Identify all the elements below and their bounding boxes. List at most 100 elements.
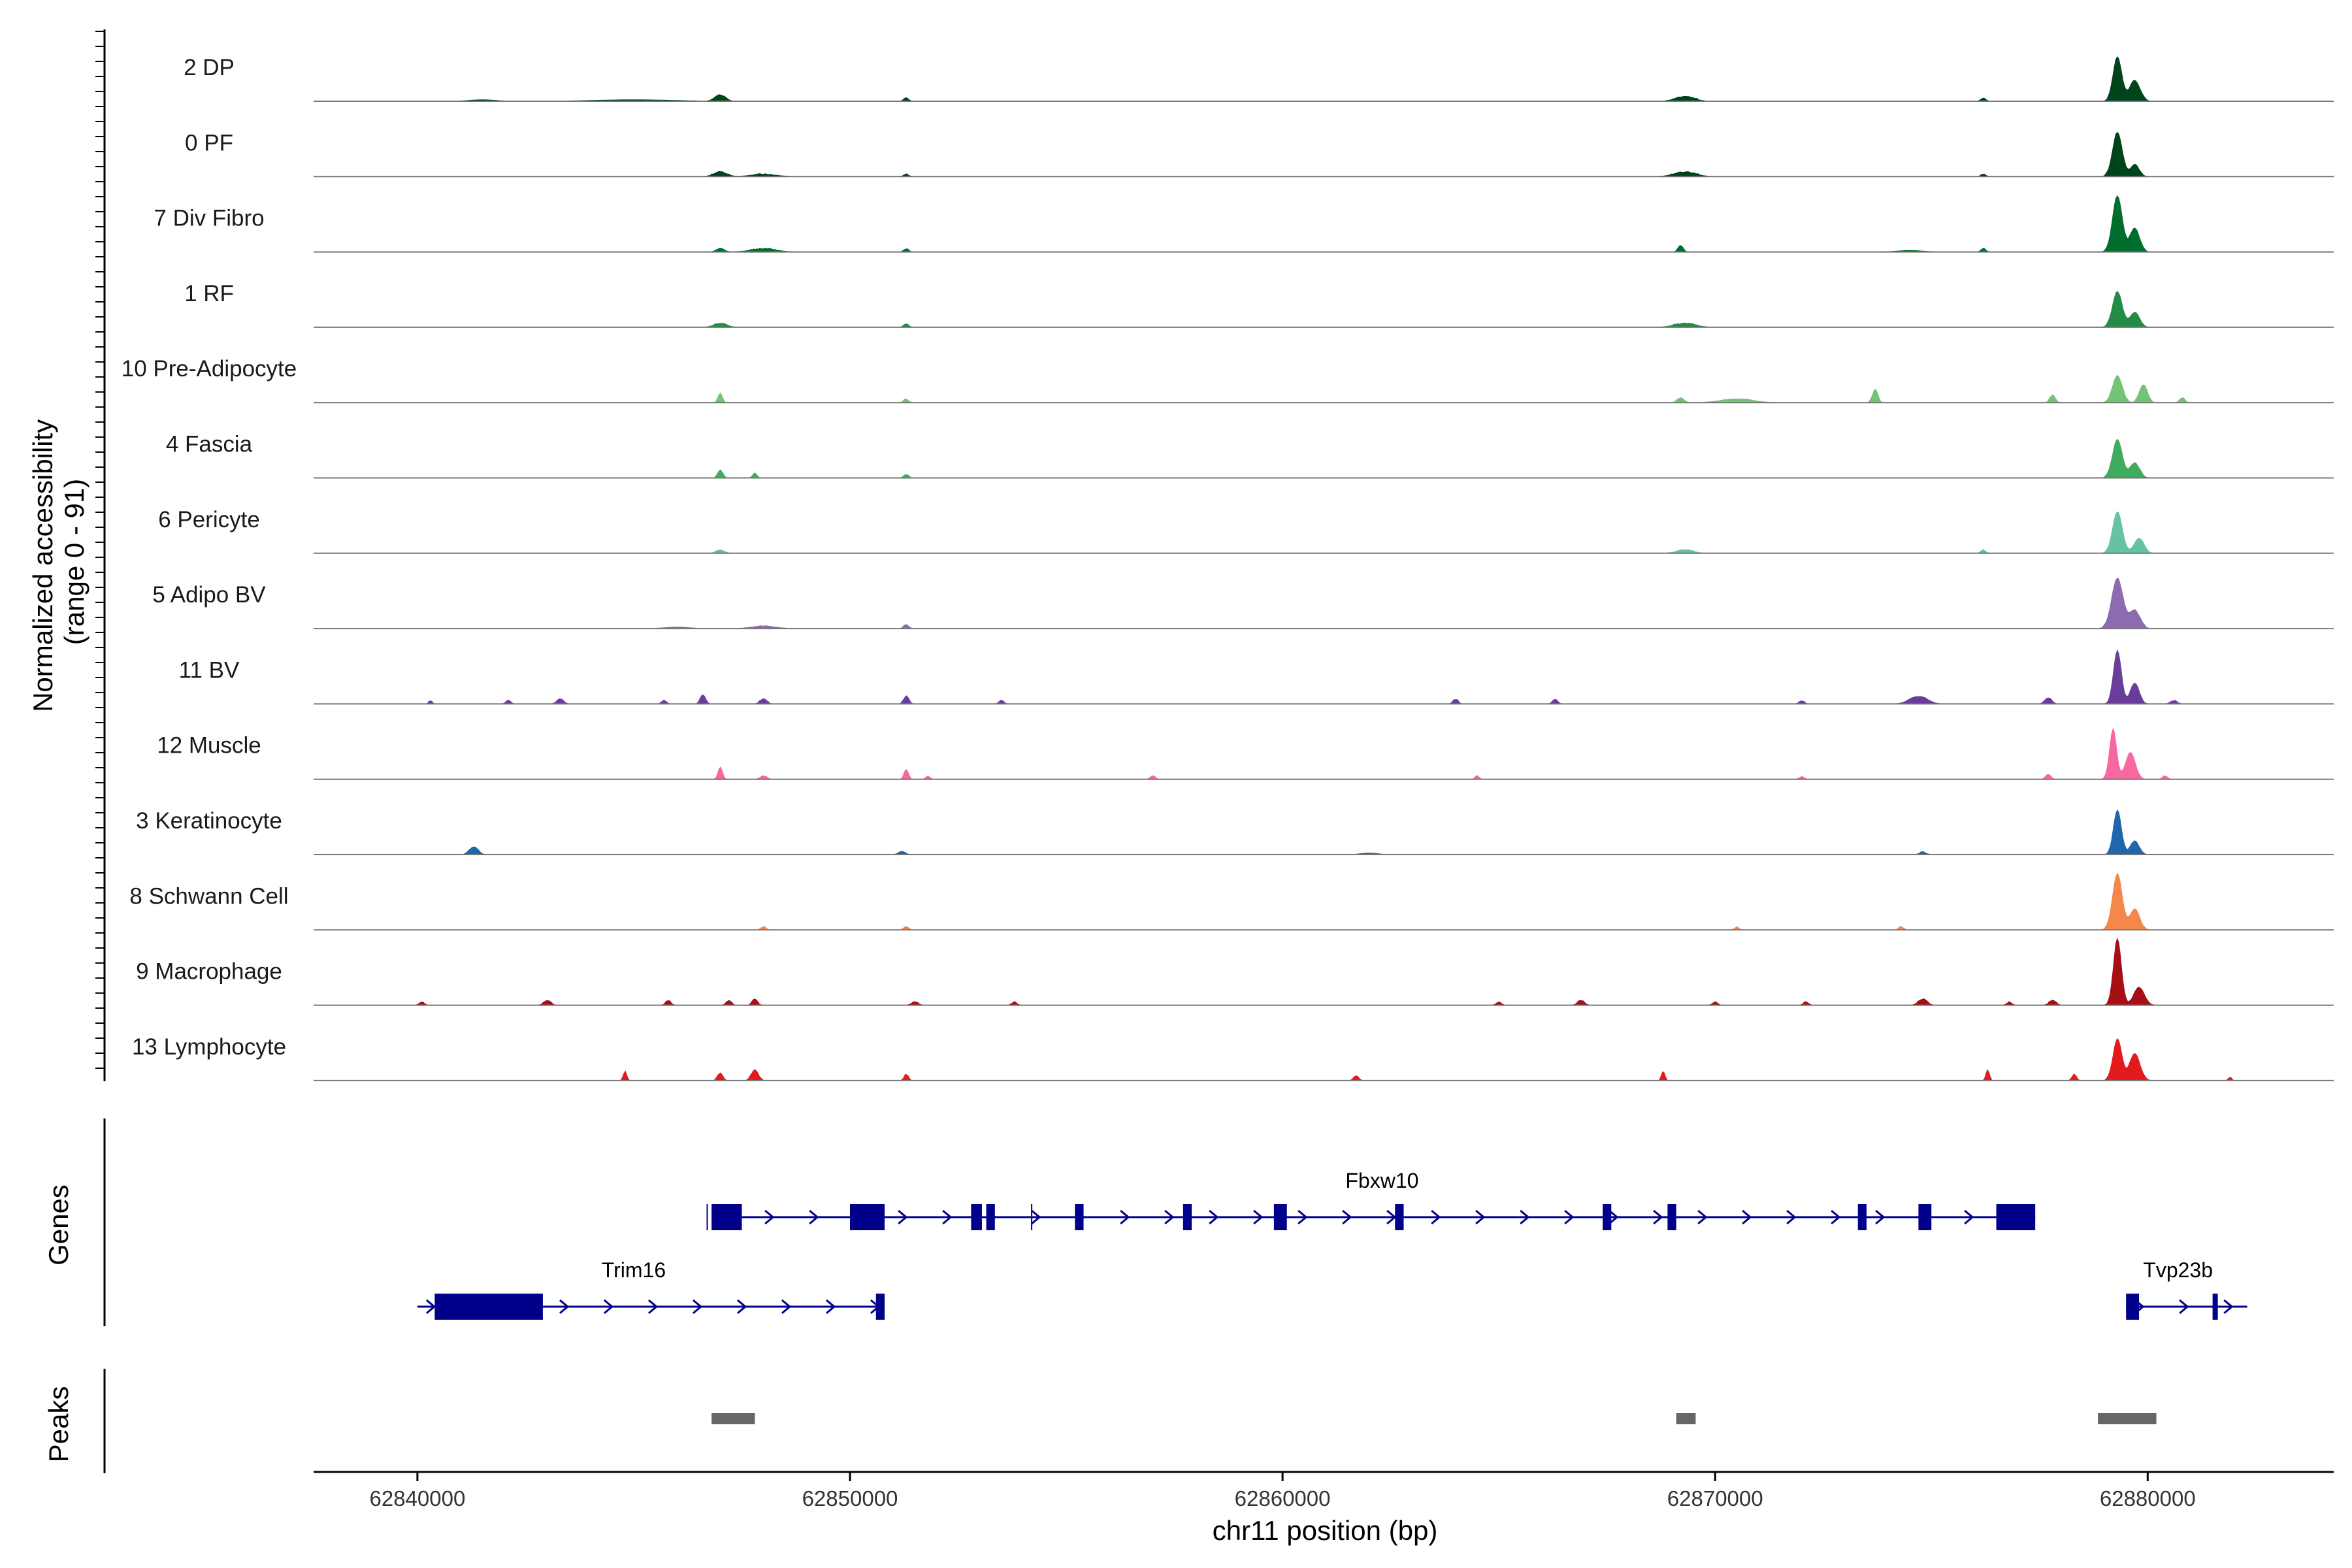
coverage-tracks: 2 DP 0 PF 7 Div Fibro 1 RF 10 Pre-Adipocyte 4…: [122, 55, 2334, 1081]
strand-chevron: [1475, 1209, 1486, 1225]
track-area: [314, 728, 2334, 780]
y-axis-title: Normalized accessibility (range 0 - 91): [27, 412, 90, 712]
strand-chevron: [425, 1299, 436, 1315]
gene-exon: [875, 1294, 885, 1320]
genes-label: Genes: [43, 1184, 74, 1266]
peak-region: [711, 1413, 755, 1424]
gene-label: Tvp23b: [2143, 1258, 2213, 1282]
gene-exon: [1183, 1204, 1192, 1230]
track-label: 13 Lymphocyte: [132, 1034, 286, 1060]
track-13: 9 Macrophage: [136, 938, 2334, 1006]
strand-chevron: [736, 1299, 747, 1315]
gene-exon: [971, 1204, 982, 1230]
strand-chevron: [1120, 1209, 1130, 1225]
strand-chevron: [1520, 1209, 1530, 1225]
strand-chevron: [1742, 1209, 1752, 1225]
track-2: 0 PF: [185, 130, 2334, 178]
coverage-y-axis: [95, 29, 106, 1081]
gene-exon: [1918, 1204, 1932, 1230]
gene-exon: [1075, 1204, 1084, 1230]
strand-chevron: [1697, 1209, 1708, 1225]
track-area: [314, 374, 2334, 403]
track-1: 2 DP: [184, 55, 2334, 102]
gene-exon: [1395, 1204, 1404, 1230]
strand-chevron: [1786, 1209, 1797, 1225]
track-12: 8 Schwann Cell: [129, 872, 2334, 931]
y-axis-title-line2: (range 0 - 91): [59, 479, 90, 645]
strand-chevron: [2223, 1299, 2234, 1315]
gene-label: Trim16: [602, 1258, 666, 1282]
peaks-panel: [103, 1369, 2157, 1473]
gene-exon: [850, 1204, 885, 1230]
track-label: 0 PF: [185, 130, 233, 155]
strand-chevron: [1653, 1209, 1663, 1225]
track-label: 12 Muscle: [157, 733, 261, 759]
x-tick-label: 62870000: [1667, 1486, 1763, 1511]
track-6: 4 Fascia: [166, 432, 2334, 479]
x-axis: 62840000 62850000 62860000 62870000 62880000: [314, 1471, 2334, 1511]
peak-region: [1676, 1413, 1696, 1424]
gene-exon: [2212, 1294, 2218, 1320]
strand-chevron: [1386, 1209, 1397, 1225]
x-tick-label: 62860000: [1235, 1486, 1331, 1511]
strand-chevron: [1831, 1209, 1841, 1225]
gene-exon: [1667, 1204, 1676, 1230]
strand-chevron: [764, 1209, 775, 1225]
y-axis-title-line1: Normalized accessibility: [27, 419, 58, 712]
gene-exon: [711, 1204, 742, 1230]
strand-chevron: [781, 1299, 792, 1315]
strand-chevron: [559, 1299, 570, 1315]
track-area: [314, 578, 2334, 629]
strand-chevron: [692, 1299, 703, 1315]
track-10: 12 Muscle: [157, 728, 2334, 780]
track-label: 3 Keratinocyte: [136, 808, 282, 834]
track-label: 6 Pericyte: [158, 507, 260, 532]
strand-chevron: [1164, 1209, 1175, 1225]
x-tick-label: 62880000: [2100, 1486, 2196, 1511]
track-area: [314, 131, 2334, 177]
strand-chevron: [1609, 1209, 1619, 1225]
strand-chevron: [942, 1209, 953, 1225]
track-area: [314, 195, 2334, 253]
track-label: 4 Fascia: [166, 432, 253, 457]
track-9: 11 BV: [179, 649, 2334, 705]
track-label: 8 Schwann Cell: [129, 883, 288, 909]
gene-exon: [2126, 1294, 2140, 1320]
genes-panel: Fbxw10 Trim16 Tvp23b: [103, 1119, 2247, 1326]
track-area: [314, 56, 2334, 102]
gene-trim16: Trim16: [417, 1258, 885, 1320]
track-label: 7 Div Fibro: [154, 206, 264, 231]
strand-chevron: [1031, 1209, 1041, 1225]
track-8: 5 Adipo BV: [152, 578, 2334, 630]
gene-exon: [1273, 1204, 1287, 1230]
strand-chevron: [1253, 1209, 1264, 1225]
strand-chevron: [1431, 1209, 1441, 1225]
track-3: 7 Div Fibro: [154, 195, 2334, 253]
strand-chevron: [1209, 1209, 1219, 1225]
strand-chevron: [1342, 1209, 1352, 1225]
strand-chevron: [647, 1299, 659, 1315]
gene-exon: [1996, 1204, 2036, 1230]
gene-exon: [1857, 1204, 1867, 1230]
gene-label: Fbxw10: [1345, 1169, 1418, 1192]
track-label: 2 DP: [184, 55, 235, 80]
x-axis-title: chr11 position (bp): [1213, 1515, 1438, 1546]
x-tick-label: 62850000: [802, 1486, 898, 1511]
track-label: 9 Macrophage: [136, 959, 282, 985]
track-area: [314, 649, 2334, 704]
track-label: 1 RF: [184, 281, 234, 306]
strand-chevron: [1964, 1209, 1974, 1225]
strand-chevron: [809, 1209, 819, 1225]
track-5: 10 Pre-Adipocyte: [122, 356, 2334, 404]
gene-exon: [434, 1294, 543, 1320]
peaks-label: Peaks: [43, 1386, 74, 1463]
strand-chevron: [898, 1209, 908, 1225]
track-area: [314, 872, 2334, 930]
strand-chevron: [1298, 1209, 1308, 1225]
track-label: 11 BV: [179, 657, 240, 683]
strand-chevron: [603, 1299, 614, 1315]
gene-exon: [986, 1204, 995, 1230]
strand-chevron: [1564, 1209, 1575, 1225]
track-label: 10 Pre-Adipocyte: [122, 356, 297, 382]
